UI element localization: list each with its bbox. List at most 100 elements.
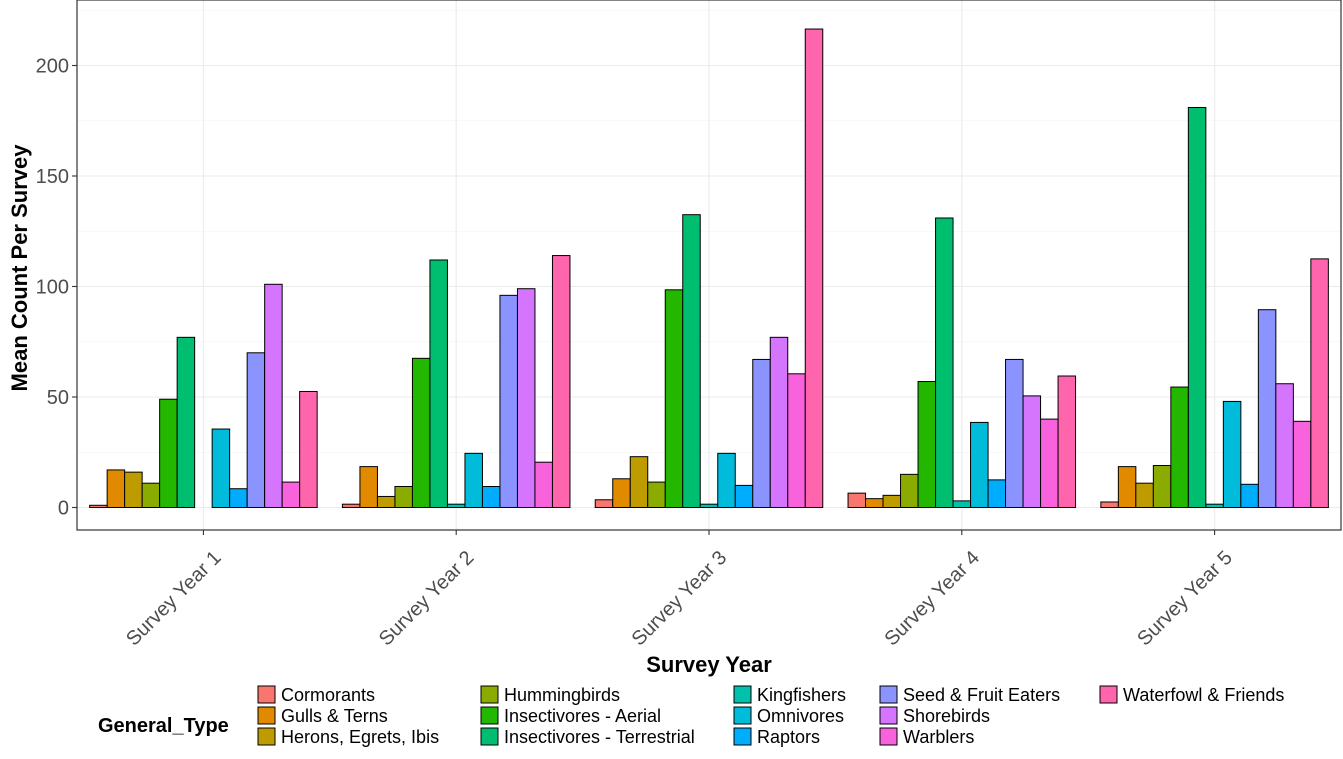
bar-shorebirds — [1275, 383, 1294, 508]
legend-label: Insectivores - Terrestrial — [504, 727, 695, 747]
bar-gulls-terns — [612, 478, 631, 508]
bar-seed-fruit-eaters — [752, 358, 771, 508]
legend-key — [733, 727, 752, 746]
legend-label: Omnivores — [757, 706, 844, 726]
bar-hummingbirds — [141, 482, 161, 509]
bar-kingfishers — [1205, 503, 1224, 508]
legend-key — [480, 706, 499, 725]
legend-label: Warblers — [903, 727, 974, 747]
legend-key — [879, 685, 898, 704]
bar-omnivores — [464, 452, 483, 509]
bar-gulls-terns — [359, 466, 378, 508]
bar-warblers — [1040, 418, 1059, 509]
bar-insectivores-terrestrial — [429, 259, 448, 509]
x-tick-label: Survey Year 4 — [880, 547, 984, 651]
y-tick-label: 150 — [36, 166, 69, 188]
bar-waterfowl-friends — [804, 28, 824, 508]
y-tick-label: 0 — [58, 498, 69, 520]
bar-cormorants — [341, 503, 361, 508]
bar-raptors — [734, 484, 754, 508]
bar-herons-egrets-ibis — [882, 494, 902, 509]
bar-waterfowl-friends — [299, 390, 318, 509]
bar-warblers — [787, 373, 806, 509]
legend-label: Herons, Egrets, Ibis — [281, 727, 439, 747]
grid-lines — [77, 0, 1341, 530]
bar-raptors — [229, 488, 248, 508]
bar-insectivores-terrestrial — [935, 217, 954, 509]
bar-insectivores-aerial — [917, 381, 937, 508]
bar-hummingbirds — [900, 473, 919, 509]
bar-seed-fruit-eaters — [1257, 309, 1277, 508]
bar-insectivores-aerial — [411, 357, 431, 509]
x-axis-title: Survey Year — [646, 652, 772, 677]
bar-gulls-terns — [865, 498, 884, 509]
bar-raptors — [987, 479, 1007, 508]
bar-hummingbirds — [1152, 465, 1172, 509]
legend-key — [733, 685, 752, 704]
y-tick-label: 200 — [36, 56, 69, 78]
bar-shorebirds — [516, 288, 536, 508]
x-tick-label: Survey Year 2 — [375, 547, 479, 651]
bar-cormorants — [1100, 501, 1119, 509]
bar-waterfowl-friends — [551, 255, 571, 508]
bar-warblers — [1292, 420, 1312, 508]
legend-title: General_Type — [98, 715, 229, 737]
bar-insectivores-terrestrial — [682, 214, 701, 509]
legend-key — [1099, 685, 1118, 704]
bar-gulls-terns — [106, 469, 126, 508]
bar-insectivores-terrestrial — [176, 336, 196, 508]
bar-shorebirds — [264, 283, 283, 509]
x-tick-label: Survey Year 1 — [122, 547, 226, 651]
bar-hummingbirds — [394, 486, 413, 509]
bar-kingfishers — [952, 500, 972, 508]
bar-cormorants — [594, 499, 614, 509]
bars — [89, 28, 1329, 509]
legend-label: Shorebirds — [903, 706, 990, 726]
bar-herons-egrets-ibis — [376, 495, 396, 509]
bar-cormorants — [89, 504, 108, 509]
bar-insectivores-aerial — [1170, 386, 1189, 508]
y-axis: 0 50 100 150 200 — [36, 56, 77, 520]
legend-key — [257, 727, 276, 746]
legend-label: Raptors — [757, 727, 820, 747]
legend-key — [480, 685, 499, 704]
bar-seed-fruit-eaters — [499, 294, 518, 508]
bar-seed-fruit-eaters — [246, 352, 266, 508]
legend-label: Waterfowl & Friends — [1123, 685, 1284, 705]
legend-key — [257, 706, 276, 725]
bar-herons-egrets-ibis — [629, 456, 649, 509]
legend-key — [257, 685, 276, 704]
bar-warblers — [534, 461, 553, 509]
legend-key — [733, 706, 752, 725]
bar-omnivores — [211, 428, 231, 509]
legend-key — [879, 727, 898, 746]
bar-herons-egrets-ibis — [1135, 482, 1154, 509]
legend-label: Seed & Fruit Eaters — [903, 685, 1060, 705]
bar-waterfowl-friends — [1310, 258, 1329, 508]
bar-insectivores-aerial — [159, 398, 178, 508]
bar-kingfishers — [699, 503, 719, 508]
bar-omnivores — [717, 452, 736, 509]
bar-warblers — [281, 481, 301, 508]
bar-omnivores — [1222, 400, 1242, 509]
bar-hummingbirds — [647, 481, 666, 508]
x-tick-label: Survey Year 5 — [1133, 547, 1237, 651]
bar-herons-egrets-ibis — [124, 471, 143, 509]
bar-gulls-terns — [1117, 466, 1137, 508]
bar-waterfowl-friends — [1057, 375, 1077, 508]
bar-shorebirds — [769, 336, 789, 508]
legend-label: Gulls & Terns — [281, 706, 388, 726]
bar-insectivores-terrestrial — [1187, 106, 1207, 509]
legend-label: Kingfishers — [757, 685, 846, 705]
legend-label: Insectivores - Aerial — [504, 706, 661, 726]
bar-seed-fruit-eaters — [1005, 358, 1024, 508]
bar-omnivores — [970, 421, 989, 509]
y-tick-label: 50 — [47, 387, 69, 409]
bar-raptors — [481, 486, 501, 509]
bar-kingfishers — [446, 503, 466, 508]
bar-shorebirds — [1022, 395, 1042, 508]
bar-raptors — [1240, 483, 1259, 509]
y-axis-title: Mean Count Per Survey — [7, 144, 32, 392]
